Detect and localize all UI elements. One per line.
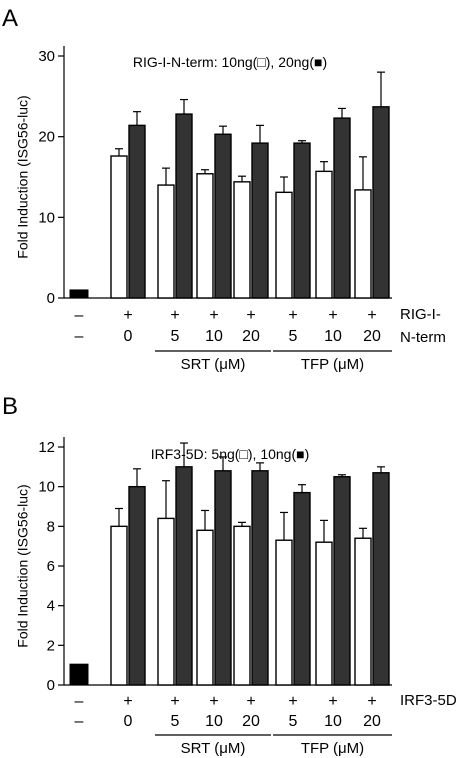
row1-label: + [209,307,218,324]
bar-control [69,289,89,299]
row1-label: + [367,307,376,324]
row2-label: 20 [242,328,260,345]
y-tick-label: 30 [38,48,55,65]
row1-label: + [288,693,297,710]
row2-label: 10 [324,713,342,730]
row2-label: 0 [124,328,133,345]
row1-title: RIG-I- [400,306,441,323]
bar-series2-7 [372,106,390,299]
row2-label: 5 [289,713,298,730]
y-tick-label: 10 [38,479,55,496]
row1-label: + [367,693,376,710]
row2-label: 5 [289,328,298,345]
row1-label: + [246,307,255,324]
bar-series2-2 [175,113,193,299]
bar-series1-4 [233,181,251,299]
y-axis-label: Fold Induction (ISG56-luc) [15,484,31,647]
bar-series2-2 [175,466,193,686]
row2-label: 0 [124,713,133,730]
group-label: SRT (μM) [181,356,246,373]
panel-letter: B [2,393,18,420]
y-tick-label: 0 [47,290,55,307]
y-tick-label: 12 [38,439,55,456]
bar-series1-2 [157,517,175,686]
bar-control [69,663,89,686]
row2-label: 20 [242,713,260,730]
chart-title: RIG-I-N-term: 10ng(□), 20ng(■) [133,54,327,70]
group-label: SRT (μM) [181,740,246,757]
bar-series2-1 [128,124,146,299]
panel-b: B IRF3-5D: 5ng(□), 10ng(■) Fold Induction … [2,393,457,757]
panel-a: A RIG-I-N-term: 10ng(□), 20ng(■) Fold Indu… [2,5,446,373]
row1-label: + [170,307,179,324]
row2-label: – [75,328,84,345]
row1-label: – [75,693,84,710]
group-label: TFP (μM) [301,740,364,757]
y-tick-label: 4 [47,598,55,615]
row1-label: + [123,693,132,710]
row1-title: IRF3-5D [400,692,457,709]
chart-title: IRF3-5D: 5ng(□), 10ng(■) [151,446,310,462]
row1-label: + [328,693,337,710]
bar-series2-5 [293,142,311,299]
y-tick-label: 8 [47,518,55,535]
row2-label: 10 [205,713,223,730]
row1-label: – [75,307,84,324]
bar-series2-6 [333,117,351,299]
bar-series1-1 [110,525,128,686]
bar-series2-4 [251,142,269,299]
bar-series1-6 [315,170,333,299]
group-label: TFP (μM) [301,356,364,373]
row1-label: + [209,693,218,710]
bar-series1-5 [275,539,293,686]
bar-series2-3 [214,133,232,299]
row1-label: + [328,307,337,324]
row1-label: + [123,307,132,324]
row1-title-cont: N-term [400,329,446,346]
bar-series1-3 [196,529,214,686]
panel-letter: A [2,5,18,32]
bar-series1-5 [275,191,293,299]
bar-series2-3 [214,470,232,686]
row2-label: 5 [171,328,180,345]
row1-label: + [170,693,179,710]
row2-label: 5 [171,713,180,730]
y-tick-label: 2 [47,637,55,654]
y-tick-label: 20 [38,129,55,146]
y-tick-label: 0 [47,677,55,694]
row2-label: 20 [363,713,381,730]
row2-label: 10 [205,328,223,345]
bar-series1-1 [110,155,128,299]
bar-series1-7 [354,537,372,686]
y-axis-label: Fold Induction (ISG56-luc) [15,95,31,258]
row1-label: + [246,693,255,710]
bar-series1-2 [157,184,175,299]
bar-series1-3 [196,173,214,299]
bar-series2-5 [293,491,311,686]
y-tick-label: 6 [47,558,55,575]
bar-series2-4 [251,470,269,686]
y-tick-label: 10 [38,209,55,226]
row2-label: 20 [363,328,381,345]
row2-label: – [75,713,84,730]
bar-series1-6 [315,541,333,686]
bar-series2-1 [128,485,146,686]
bar-series1-4 [233,525,251,686]
bar-series1-7 [354,189,372,299]
bar-series2-7 [372,472,390,686]
row1-label: + [288,307,297,324]
row2-label: 10 [324,328,342,345]
bar-series2-6 [333,476,351,686]
